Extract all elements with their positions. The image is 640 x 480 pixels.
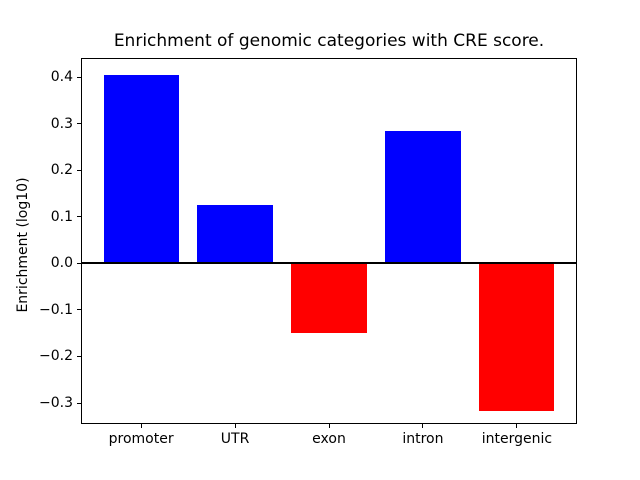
- x-tick-label-promoter: promoter: [108, 431, 174, 447]
- y-tick-mark: [77, 123, 81, 125]
- y-tick-mark: [77, 76, 81, 78]
- bar-intergenic: [479, 263, 555, 411]
- bar-promoter: [103, 74, 179, 264]
- x-tick-mark: [234, 424, 236, 428]
- y-tick-mark: [77, 216, 81, 218]
- y-tick-mark: [77, 169, 81, 171]
- x-tick-mark: [328, 424, 330, 428]
- x-tick-label-intron: intron: [402, 431, 444, 447]
- y-axis-label: Enrichment (log10): [15, 177, 31, 313]
- x-tick-label-UTR: UTR: [220, 431, 250, 447]
- y-tick-label: 0.2: [50, 162, 73, 179]
- y-tick-mark: [77, 402, 81, 404]
- y-tick-mark: [77, 309, 81, 311]
- y-tick-mark: [77, 355, 81, 357]
- x-tick-mark: [422, 424, 424, 428]
- chart-title: Enrichment of genomic categories with CR…: [113, 31, 545, 51]
- y-tick-label: −0.3: [39, 395, 73, 412]
- bar-intron: [385, 130, 461, 264]
- y-tick-mark: [77, 262, 81, 264]
- bar-UTR: [197, 204, 273, 264]
- y-tick-label: 0.1: [50, 208, 73, 225]
- bar-exon: [291, 263, 367, 334]
- y-tick-label: 0.4: [50, 69, 73, 86]
- y-tick-label: 0.0: [50, 255, 73, 272]
- y-tick-label: −0.2: [39, 348, 73, 365]
- x-tick-label-exon: exon: [312, 431, 346, 447]
- y-tick-label: 0.3: [50, 115, 73, 132]
- zero-axis-line: [81, 262, 577, 265]
- x-tick-mark: [140, 424, 142, 428]
- y-tick-label: −0.1: [39, 301, 73, 318]
- x-tick-label-intergenic: intergenic: [481, 431, 553, 447]
- x-tick-mark: [516, 424, 518, 428]
